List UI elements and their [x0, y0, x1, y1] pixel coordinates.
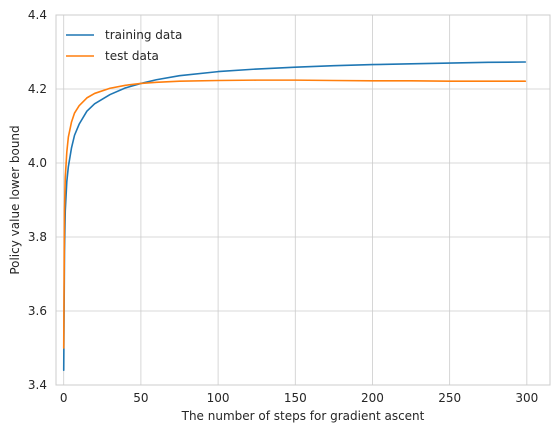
x-tick-label: 100 [207, 391, 230, 405]
y-gridlines [56, 14, 550, 386]
x-tick-labels: 0 50 100 150 200 250 300 [60, 391, 538, 405]
x-tick-label: 150 [284, 391, 307, 405]
legend-label-training-data: training data [105, 28, 182, 42]
y-tick-label: 3.6 [28, 304, 47, 318]
x-axis-label: The number of steps for gradient ascent [181, 409, 425, 423]
series-lines [62, 61, 527, 371]
series-line-test-data [62, 79, 527, 349]
legend-label-test-data: test data [105, 49, 159, 63]
x-gridlines [63, 15, 528, 385]
x-tick-label: 200 [361, 391, 384, 405]
y-tick-labels: 3.4 3.6 3.8 4.0 4.2 4.4 [28, 8, 47, 392]
y-tick-label: 4.2 [28, 82, 47, 96]
y-axis-label: Policy value lower bound [8, 125, 22, 274]
y-tick-label: 4.4 [28, 8, 47, 22]
x-tick-label: 250 [438, 391, 461, 405]
x-tick-label: 50 [133, 391, 148, 405]
y-tick-label: 3.4 [28, 378, 47, 392]
x-tick-label: 0 [60, 391, 68, 405]
x-tick-label: 300 [515, 391, 538, 405]
y-tick-label: 3.8 [28, 230, 47, 244]
series-line-training-data [62, 61, 527, 371]
plot-frame [55, 14, 551, 386]
legend: training data test data [66, 28, 182, 63]
y-tick-label: 4.0 [28, 156, 47, 170]
